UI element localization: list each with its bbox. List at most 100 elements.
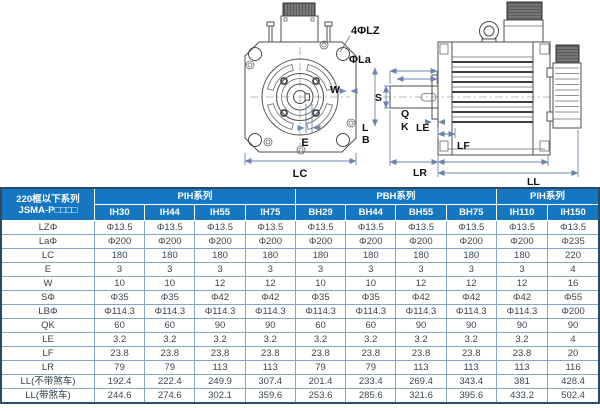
- dimension-cell: 395.6: [445, 388, 497, 404]
- side-label-ll: LL: [527, 176, 540, 187]
- dimension-cell: Φ114.3: [445, 304, 497, 319]
- motor-dimension-diagram: 4ΦLZ ΦLa L B W E LC: [244, 1, 582, 187]
- dimension-cell: 3: [345, 262, 397, 277]
- dimension-cell: Φ200: [294, 234, 347, 249]
- dimension-cell: Φ114.3: [244, 304, 296, 319]
- front-label-la: ΦLa: [349, 54, 372, 66]
- dimension-cell: Φ55: [547, 290, 600, 305]
- dimension-cell: Φ42: [495, 290, 549, 305]
- dimension-cell: Φ42: [445, 290, 497, 305]
- dimension-cell: 90: [495, 318, 549, 333]
- dimension-cell: Φ200: [194, 234, 246, 249]
- model-header-bh44: BH44: [345, 204, 397, 221]
- group-header-pih: PIH系列: [93, 187, 296, 205]
- dimension-cell: Φ200: [395, 234, 447, 249]
- dimension-cell: 3: [395, 262, 447, 277]
- cooling-fins: [452, 56, 533, 123]
- dimension-cell: 180: [93, 248, 146, 263]
- front-label-w: W: [330, 84, 340, 96]
- dimension-cell: 180: [294, 248, 347, 263]
- dimension-cell: Φ200: [495, 234, 549, 249]
- dimension-cell: 90: [194, 318, 246, 333]
- dimension-cell: 60: [93, 318, 146, 333]
- dimension-cell: 192.4: [93, 374, 146, 389]
- table-row: QK 60 60 90 90 60 60 90 90 90 90: [0, 318, 600, 333]
- dimension-cell: 113: [244, 360, 296, 375]
- dimension-cell: 3: [495, 262, 549, 277]
- front-label-4lz: 4ΦLZ: [351, 25, 380, 37]
- row-label: LL(带煞车): [0, 388, 95, 404]
- dimension-cell: 222.4: [144, 374, 196, 389]
- side-label-s: S: [375, 92, 382, 104]
- dimension-table: 220框以下系列 JSMA-P□□□□ PIH系列 PBH系列 PIH系列 IH…: [0, 187, 600, 404]
- group-header-pih2: PIH系列: [495, 187, 600, 205]
- dimension-cell: 4: [547, 262, 600, 277]
- dimension-cell: Φ13.5: [445, 220, 497, 235]
- dimension-cell: 10: [93, 276, 146, 291]
- dimension-cell: 23.8: [345, 346, 397, 361]
- row-label: LE: [0, 332, 95, 347]
- dimension-cell: Φ13.5: [495, 220, 549, 235]
- dimension-cell: 201.4: [294, 374, 347, 389]
- dimension-cell: 3: [445, 262, 497, 277]
- table-row: LBΦ Φ114.3 Φ114.3 Φ114.3 Φ114.3 Φ114.3 Φ114.3 Φ…: [0, 304, 600, 319]
- dimension-cell: 23.8: [294, 346, 347, 361]
- dimension-cell: 180: [144, 248, 196, 263]
- dimension-cell: 180: [495, 248, 549, 263]
- dimension-cell: 3: [194, 262, 246, 277]
- dimension-cell: 3.2: [93, 332, 146, 347]
- dimension-cell: 23.8: [395, 346, 447, 361]
- dimension-cell: Φ200: [547, 304, 600, 319]
- series-header-row: 220框以下系列 JSMA-P□□□□ PIH系列 PBH系列 PIH系列: [0, 187, 600, 221]
- dimension-cell: 3.2: [345, 332, 397, 347]
- dimension-cell: 60: [345, 318, 397, 333]
- dimension-cell: 20: [547, 346, 600, 361]
- dimension-cell: 3.2: [194, 332, 246, 347]
- rear-connector-icon: [546, 44, 582, 129]
- dimension-cell: Φ200: [445, 234, 497, 249]
- dimension-cell: 3.2: [495, 332, 549, 347]
- dimension-cell: 3.2: [244, 332, 296, 347]
- side-label-k: K: [401, 121, 409, 133]
- dimension-cell: 428.4: [547, 374, 600, 389]
- dimension-cell: 359.6: [244, 388, 296, 404]
- model-header-ih110: IH110: [495, 204, 549, 221]
- dimension-cell: Φ114.3: [345, 304, 397, 319]
- dimension-cell: 180: [345, 248, 397, 263]
- dimension-cell: 23.8: [244, 346, 296, 361]
- side-label-lf: LF: [457, 140, 470, 152]
- dimension-cell: 3.2: [395, 332, 447, 347]
- dimension-cell: Φ35: [93, 290, 146, 305]
- dimension-cell: 113: [395, 360, 447, 375]
- top-connector-icon: [503, 1, 544, 43]
- dimension-cell: 433.2: [495, 388, 549, 404]
- dimension-cell: 3: [93, 262, 146, 277]
- dimension-cell: Φ13.5: [194, 220, 246, 235]
- row-label: W: [0, 276, 95, 291]
- dimension-cell: 16: [547, 276, 600, 291]
- model-header-bh29: BH29: [294, 204, 347, 221]
- front-label-lb-line2: B: [362, 134, 370, 146]
- side-label-lr: LR: [413, 167, 427, 179]
- dimension-cell: 3: [294, 262, 347, 277]
- dimension-cell: Φ42: [395, 290, 447, 305]
- dimension-cell: 321.6: [395, 388, 447, 404]
- model-header-ih150: IH150: [547, 204, 600, 221]
- dimension-cell: 3.2: [294, 332, 347, 347]
- model-header-bh75: BH75: [445, 204, 497, 221]
- motor-drawings: 4ΦLZ ΦLa L B W E LC: [0, 0, 600, 187]
- dimension-cell: 180: [395, 248, 447, 263]
- dimension-cell: 60: [144, 318, 196, 333]
- dimension-cell: 3.2: [144, 332, 196, 347]
- row-label: LL(不带煞车): [0, 374, 95, 389]
- dimension-cell: 90: [395, 318, 447, 333]
- group-header-pbh: PBH系列: [294, 187, 497, 205]
- dimension-cell: 12: [194, 276, 246, 291]
- terminal-pins: [266, 21, 333, 43]
- dimension-cell: 274.6: [144, 388, 196, 404]
- dimension-cell: 180: [194, 248, 246, 263]
- side-label-le: LE: [416, 122, 429, 134]
- flange-outline: [244, 41, 357, 153]
- model-header-ih75: IH75: [244, 204, 296, 221]
- dimension-cell: Φ114.3: [194, 304, 246, 319]
